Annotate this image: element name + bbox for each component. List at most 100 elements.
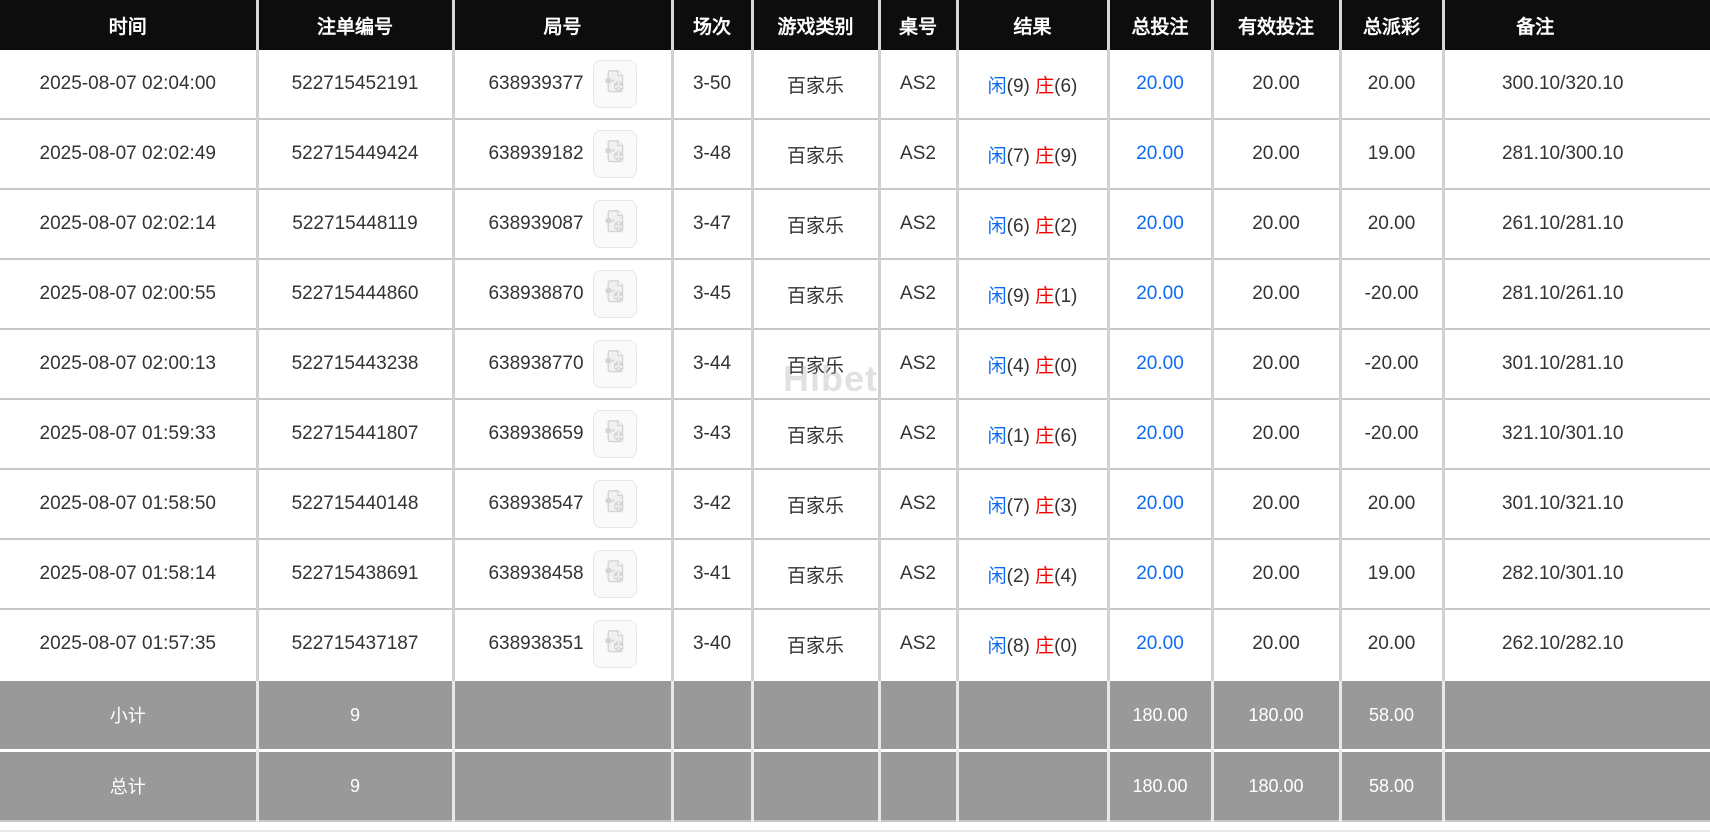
cell-total-payout: 20.00: [1340, 469, 1445, 540]
table-header-row: 时间 注单编号 局号 场次 游戏类别 桌号 结果 总投注 有效投注 总派彩 备注: [0, 0, 1710, 50]
subtotal-payout: 58.00: [1340, 678, 1445, 752]
cell-time: 2025-08-07 02:00:55: [0, 259, 259, 330]
result-player-score: (9): [1006, 285, 1030, 307]
table-row: 2025-08-07 01:57:35 522715437187 638938351…: [0, 609, 1710, 681]
total-bet-link[interactable]: 20.00: [1136, 423, 1184, 444]
result-player-label: 闲: [987, 75, 1007, 97]
video-replay-button[interactable]: [592, 270, 637, 318]
result-banker-score: (6): [1054, 425, 1078, 447]
cell-order-no: 522715448119: [257, 189, 455, 260]
cell-time: 2025-08-07 01:58:50: [0, 469, 259, 540]
col-header-session: 场次: [672, 0, 754, 50]
total-bet-link[interactable]: 20.00: [1136, 73, 1184, 94]
result-banker-label: 庄: [1035, 495, 1055, 517]
cell-valid-bet: 20.00: [1212, 609, 1342, 681]
result-banker-label: 庄: [1035, 425, 1055, 447]
cell-time: 2025-08-07 01:57:35: [0, 609, 259, 681]
video-replay-button[interactable]: [592, 550, 637, 598]
col-header-order-no: 注单编号: [257, 0, 455, 50]
total-bet-link[interactable]: 20.00: [1136, 283, 1184, 304]
cell-game-type: 百家乐: [752, 329, 881, 400]
cell-round-no: 638938770: [453, 329, 674, 400]
cell-game-type: 百家乐: [752, 189, 881, 260]
cell-remark: 301.10/281.10: [1443, 329, 1710, 400]
video-replay-icon: [602, 137, 628, 171]
cell-result: 闲(9) 庄(6): [957, 50, 1110, 120]
round-no-value: 638939182: [488, 143, 584, 164]
cell-table-no: AS2: [879, 539, 959, 610]
video-replay-icon: [602, 557, 628, 591]
result-banker-label: 庄: [1035, 145, 1055, 167]
cell-table-no: AS2: [879, 50, 959, 120]
cell-total-bet: 20.00: [1108, 329, 1214, 400]
cell-total-bet: 20.00: [1108, 189, 1214, 260]
video-replay-button[interactable]: [592, 480, 637, 528]
cell-session: 3-44: [672, 329, 754, 400]
table-row: 2025-08-07 01:59:33 522715441807 638938659…: [0, 399, 1710, 470]
result-player-label: 闲: [987, 495, 1007, 517]
cell-table-no: AS2: [879, 189, 959, 260]
video-replay-button[interactable]: [592, 130, 637, 178]
cell-round-no: 638938458: [453, 539, 674, 610]
cell-round-no: 638939087: [453, 189, 674, 260]
result-player-score: (2): [1006, 565, 1030, 587]
cell-total-payout: 19.00: [1340, 119, 1445, 190]
table-row: 2025-08-07 01:58:50 522715440148 638938547…: [0, 469, 1710, 540]
cell-valid-bet: 20.00: [1212, 539, 1342, 610]
video-replay-icon: [602, 277, 628, 311]
col-header-result: 结果: [957, 0, 1110, 50]
result-player-label: 闲: [987, 635, 1007, 657]
result-player-score: (7): [1006, 495, 1030, 517]
cell-total-bet: 20.00: [1108, 469, 1214, 540]
cell-valid-bet: 20.00: [1212, 119, 1342, 190]
cell-round-no: 638938659: [453, 399, 674, 470]
cell-time: 2025-08-07 02:02:49: [0, 119, 259, 190]
result-banker-score: (3): [1054, 495, 1078, 517]
cell-game-type: 百家乐: [752, 609, 881, 681]
result-banker-score: (0): [1054, 355, 1078, 377]
video-replay-icon: [602, 67, 628, 101]
total-bet-link[interactable]: 20.00: [1136, 213, 1184, 234]
col-header-round-no: 局号: [453, 0, 674, 50]
cell-total-bet: 20.00: [1108, 50, 1214, 120]
cell-table-no: AS2: [879, 609, 959, 681]
video-replay-button[interactable]: [592, 340, 637, 388]
subtotal-total-bet: 180.00: [1108, 678, 1214, 752]
result-player-label: 闲: [987, 145, 1007, 167]
result-banker-score: (6): [1054, 75, 1078, 97]
result-player-score: (1): [1006, 425, 1030, 447]
cell-order-no: 522715452191: [257, 50, 455, 120]
table-row: 2025-08-07 02:00:13 522715443238 638938770…: [0, 329, 1710, 400]
total-count: 9: [257, 749, 455, 822]
cell-total-bet: 20.00: [1108, 399, 1214, 470]
cell-total-payout: 19.00: [1340, 539, 1445, 610]
result-player-label: 闲: [987, 565, 1007, 587]
cell-remark: 262.10/282.10: [1443, 609, 1710, 681]
cell-remark: 261.10/281.10: [1443, 189, 1710, 260]
video-replay-button[interactable]: [592, 410, 637, 458]
table-row: 2025-08-07 02:04:00 522715452191 638939377…: [0, 50, 1710, 120]
video-replay-button[interactable]: [592, 60, 637, 108]
round-no-value: 638938547: [488, 493, 584, 514]
cell-round-no: 638938870: [453, 259, 674, 330]
subtotal-valid-bet: 180.00: [1212, 678, 1342, 752]
total-bet-link[interactable]: 20.00: [1136, 353, 1184, 374]
col-header-table-no: 桌号: [879, 0, 959, 50]
total-bet-link[interactable]: 20.00: [1136, 563, 1184, 584]
col-header-game-type: 游戏类别: [752, 0, 881, 50]
total-bet-link[interactable]: 20.00: [1136, 143, 1184, 164]
cell-result: 闲(4) 庄(0): [957, 329, 1110, 400]
result-player-score: (6): [1006, 215, 1030, 237]
video-replay-button[interactable]: [592, 200, 637, 248]
cell-total-bet: 20.00: [1108, 119, 1214, 190]
total-bet-link[interactable]: 20.00: [1136, 633, 1184, 654]
total-bet-link[interactable]: 20.00: [1136, 493, 1184, 514]
result-player-label: 闲: [987, 425, 1007, 447]
cell-round-no: 638939182: [453, 119, 674, 190]
result-player-label: 闲: [987, 215, 1007, 237]
video-replay-button[interactable]: [592, 620, 637, 668]
col-header-total-payout: 总派彩: [1340, 0, 1445, 50]
total-label: 总计: [0, 749, 259, 822]
video-replay-icon: [602, 417, 628, 451]
